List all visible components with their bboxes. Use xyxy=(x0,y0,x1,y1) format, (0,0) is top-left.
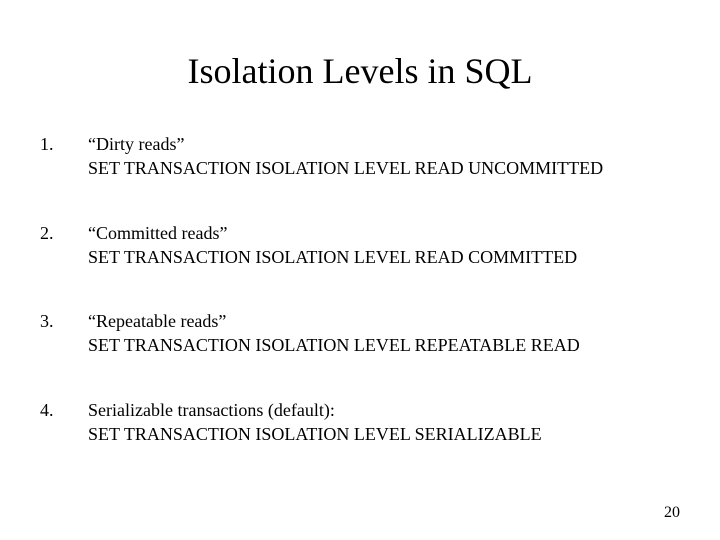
list-item: 4. Serializable transactions (default): … xyxy=(40,398,680,447)
item-number: 3. xyxy=(40,309,88,358)
item-label: “Repeatable reads” xyxy=(88,311,226,331)
page-number: 20 xyxy=(664,504,680,522)
item-number: 2. xyxy=(40,221,88,270)
item-command: SET TRANSACTION ISOLATION LEVEL SERIALIZ… xyxy=(88,424,542,444)
item-label: “Dirty reads” xyxy=(88,134,184,154)
list-item: 3. “Repeatable reads” SET TRANSACTION IS… xyxy=(40,309,680,358)
item-content: “Committed reads” SET TRANSACTION ISOLAT… xyxy=(88,221,680,270)
item-content: “Repeatable reads” SET TRANSACTION ISOLA… xyxy=(88,309,680,358)
item-content: Serializable transactions (default): SET… xyxy=(88,398,680,447)
item-label: Serializable transactions (default): xyxy=(88,400,335,420)
item-number: 1. xyxy=(40,132,88,181)
list-item: 1. “Dirty reads” SET TRANSACTION ISOLATI… xyxy=(40,132,680,181)
item-content: “Dirty reads” SET TRANSACTION ISOLATION … xyxy=(88,132,680,181)
item-command: SET TRANSACTION ISOLATION LEVEL REPEATAB… xyxy=(88,335,580,355)
isolation-levels-list: 1. “Dirty reads” SET TRANSACTION ISOLATI… xyxy=(40,132,680,446)
item-label: “Committed reads” xyxy=(88,223,227,243)
item-command: SET TRANSACTION ISOLATION LEVEL READ UNC… xyxy=(88,158,603,178)
item-number: 4. xyxy=(40,398,88,447)
item-command: SET TRANSACTION ISOLATION LEVEL READ COM… xyxy=(88,247,577,267)
list-item: 2. “Committed reads” SET TRANSACTION ISO… xyxy=(40,221,680,270)
page-title: Isolation Levels in SQL xyxy=(40,50,680,92)
